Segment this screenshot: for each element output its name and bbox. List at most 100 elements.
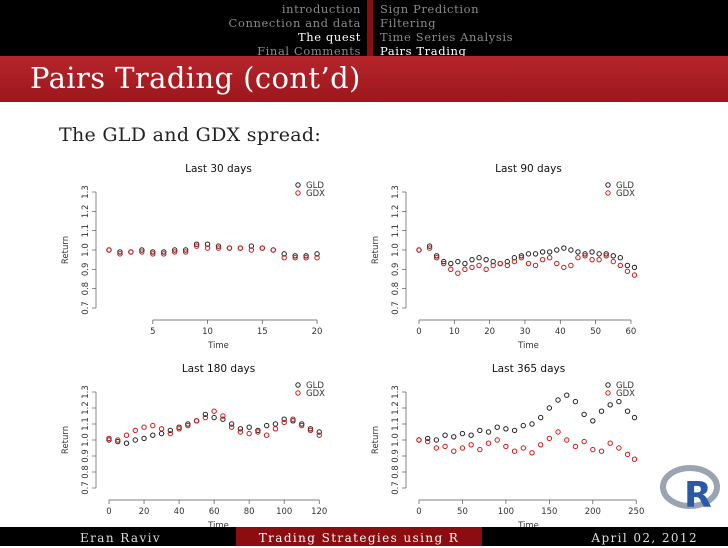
y-tick-label: 0.7: [81, 481, 91, 495]
data-point-gdx: [106, 247, 112, 253]
footer-author-box: Eran Raviv: [0, 527, 236, 546]
legend-marker-gld: [295, 182, 301, 188]
data-point-gdx: [123, 432, 130, 438]
data-point-gdx: [455, 270, 461, 276]
nav-section-final-comments[interactable]: Final Comments: [257, 44, 361, 58]
nav-subsection-pairs-trading[interactable]: Pairs Trading: [380, 44, 467, 58]
x-tick-label: 40: [555, 327, 566, 337]
data-point-gld: [617, 255, 624, 261]
data-point-gdx: [117, 251, 123, 257]
x-tick-label: 0: [416, 327, 421, 337]
data-point-gdx: [469, 264, 475, 271]
data-point-gld: [568, 247, 574, 253]
data-point-gld: [572, 398, 579, 405]
data-point-gld: [132, 437, 138, 443]
nav-section-the-quest[interactable]: The quest: [297, 30, 361, 44]
data-point-gld: [610, 253, 616, 259]
frame-title-bar: Pairs Trading (cont’d): [0, 56, 728, 102]
y-tick-label: 1.0: [81, 433, 91, 447]
data-point-gdx: [596, 256, 602, 263]
data-point-gdx: [150, 251, 156, 257]
data-point-gld: [433, 437, 440, 443]
x-axis-label: Time: [207, 341, 229, 351]
data-point-gld: [167, 427, 174, 434]
data-point-gdx: [158, 426, 165, 432]
nav-subsection-filtering[interactable]: Filtering: [380, 16, 437, 30]
x-tick-label: 50: [590, 327, 601, 337]
data-point-gld: [455, 258, 461, 265]
data-point-gld: [525, 251, 532, 257]
legend-label-gld: GLD: [616, 381, 634, 391]
y-tick-label: 1.0: [391, 243, 401, 257]
data-point-gdx: [610, 258, 616, 265]
nav-section-connection-and-data[interactable]: Connection and data: [228, 16, 361, 30]
data-point-gdx: [575, 255, 581, 261]
y-tick-label: 0.8: [81, 282, 91, 296]
data-point-gld: [314, 251, 320, 257]
footer: Eran Raviv Trading Strategies using R Ap…: [0, 527, 728, 546]
data-point-gld: [139, 247, 145, 253]
y-axis-label: Return: [371, 236, 381, 264]
data-point-gdx: [598, 448, 605, 454]
data-point-gld: [211, 414, 217, 421]
data-point-gdx: [316, 432, 322, 438]
data-point-gld: [193, 241, 200, 247]
data-point-gdx: [246, 430, 252, 437]
data-point-gld: [518, 253, 525, 259]
data-point-gdx: [263, 432, 270, 438]
data-point-gdx: [624, 451, 631, 458]
x-tick-label: 10: [449, 327, 460, 337]
legend-label-gld: GLD: [306, 381, 324, 391]
x-tick-label: 20: [312, 327, 323, 337]
data-point-gld: [185, 421, 191, 427]
legend-label-gdx: GDX: [616, 189, 635, 199]
data-point-gdx: [442, 443, 448, 450]
data-point-gld: [202, 411, 209, 418]
data-point-gld: [561, 245, 567, 251]
frame-title: Pairs Trading (cont’d): [30, 61, 361, 95]
data-point-gdx: [132, 427, 138, 434]
y-tick-label: 1.3: [391, 185, 401, 199]
nav-subsection-sign-prediction[interactable]: Sign Prediction: [380, 2, 480, 16]
data-point-gdx: [128, 249, 134, 255]
data-point-gdx: [525, 260, 532, 267]
y-tick-label: 1.0: [81, 243, 91, 257]
data-point-gdx: [299, 422, 305, 429]
data-point-gdx: [520, 445, 526, 451]
x-tick-label: 5: [150, 327, 155, 337]
data-point-gdx: [441, 260, 447, 267]
data-point-gdx: [546, 255, 553, 261]
data-point-gdx: [433, 445, 440, 451]
nav-section-introduction[interactable]: introduction: [281, 2, 361, 16]
data-point-gld: [520, 422, 526, 429]
r-logo: R: [660, 463, 726, 516]
data-point-gdx: [204, 245, 211, 251]
data-point-gdx: [424, 438, 431, 445]
data-point-gld: [176, 424, 182, 430]
legend-marker-gdx: [605, 390, 611, 396]
data-point-gdx: [616, 445, 622, 451]
data-point-gdx: [518, 255, 525, 261]
data-point-gdx: [554, 260, 560, 267]
data-point-gdx: [237, 245, 244, 251]
legend-marker-gdx: [295, 390, 301, 396]
data-point-gdx: [462, 266, 468, 273]
data-point-gld: [303, 253, 309, 259]
data-point-gdx: [281, 419, 287, 426]
data-point-gdx: [161, 251, 167, 257]
data-point-gld: [624, 408, 631, 414]
data-point-gdx: [290, 416, 296, 422]
legend-marker-gdx: [295, 190, 301, 196]
data-point-gld: [477, 427, 483, 434]
data-point-gdx: [631, 456, 638, 462]
data-point-gld: [476, 255, 482, 261]
data-point-gdx: [255, 429, 261, 435]
y-tick-label: 1.2: [81, 205, 91, 219]
data-point-gdx: [307, 427, 314, 434]
data-point-gdx: [182, 249, 189, 255]
x-tick-label: 100: [498, 507, 514, 517]
data-point-gdx: [504, 262, 511, 269]
y-tick-label: 0.7: [391, 301, 401, 315]
section-nav: introduction Connection and data The que…: [0, 2, 361, 58]
nav-subsection-time-series-analysis[interactable]: Time Series Analysis: [380, 30, 514, 44]
